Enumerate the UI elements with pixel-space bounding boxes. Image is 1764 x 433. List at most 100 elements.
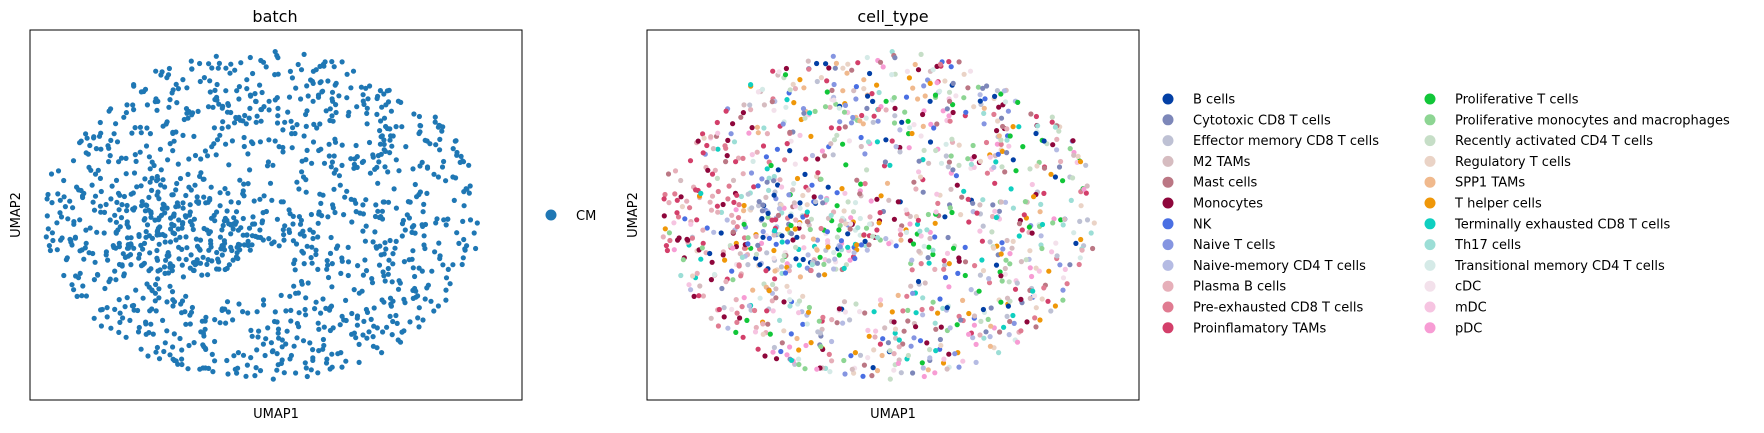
scatter-point xyxy=(329,261,335,267)
scatter-point xyxy=(231,221,237,227)
scatter-point xyxy=(777,317,783,323)
scatter-point xyxy=(946,261,952,267)
scatter-point xyxy=(778,264,785,270)
scatter-point xyxy=(397,339,404,345)
scatter-point xyxy=(715,146,721,152)
scatter-point xyxy=(257,234,264,241)
scatter-point xyxy=(278,292,284,298)
scatter-point xyxy=(937,336,944,343)
scatter-point xyxy=(363,197,369,203)
scatter-point xyxy=(451,197,457,203)
scatter-point xyxy=(792,226,798,232)
scatter-point xyxy=(720,201,726,208)
scatter-point xyxy=(1029,230,1035,236)
scatter-point xyxy=(980,223,986,229)
scatter-point xyxy=(943,141,949,147)
scatter-point xyxy=(108,137,114,143)
scatter-point xyxy=(829,358,835,364)
scatter-point xyxy=(294,179,300,185)
scatter-point xyxy=(148,214,154,220)
scatter-point xyxy=(387,237,393,244)
scatter-point xyxy=(214,249,220,256)
scatter-point xyxy=(863,225,870,231)
scatter-point xyxy=(199,318,205,324)
scatter-point xyxy=(931,125,937,131)
scatter-point xyxy=(198,156,204,162)
scatter-point xyxy=(171,231,178,237)
scatter-point xyxy=(962,259,969,265)
scatter-point xyxy=(116,329,122,335)
legend-label: CM xyxy=(576,209,596,224)
scatter-point xyxy=(834,234,841,240)
scatter-point xyxy=(317,80,323,86)
scatter-point xyxy=(211,212,217,218)
scatter-point xyxy=(220,222,226,229)
scatter-point xyxy=(266,98,272,104)
scatter-point xyxy=(791,200,798,206)
scatter-point xyxy=(841,109,848,115)
scatter-point xyxy=(1033,113,1039,120)
scatter-point xyxy=(908,283,914,289)
scatter-point xyxy=(376,159,382,165)
scatter-point xyxy=(372,229,378,235)
scatter-point xyxy=(227,70,233,76)
x-axis-label: UMAP1 xyxy=(253,407,299,422)
scatter-point xyxy=(770,68,776,74)
scatter-point xyxy=(871,309,877,315)
scatter-point xyxy=(375,208,381,214)
scatter-point xyxy=(800,256,806,263)
scatter-point xyxy=(741,208,747,214)
scatter-point xyxy=(1028,111,1034,117)
scatter-point xyxy=(376,214,382,221)
scatter-point xyxy=(156,356,163,362)
scatter-point xyxy=(337,322,343,328)
scatter-point xyxy=(730,121,736,127)
scatter-point xyxy=(91,207,98,213)
scatter-point xyxy=(167,97,173,103)
scatter-point xyxy=(349,310,355,317)
scatter-point xyxy=(1060,178,1066,184)
scatter-point xyxy=(944,250,951,256)
scatter-point xyxy=(360,98,366,104)
scatter-point xyxy=(849,366,855,372)
scatter-point xyxy=(695,138,701,144)
scatter-point xyxy=(1031,194,1037,200)
scatter-point xyxy=(827,104,833,110)
scatter-point xyxy=(412,181,418,188)
scatter-point xyxy=(772,268,778,274)
scatter-point xyxy=(99,306,105,313)
scatter-point xyxy=(70,158,77,164)
scatter-point xyxy=(977,228,983,234)
scatter-point xyxy=(987,154,993,160)
legend-label: M2 TAMs xyxy=(1193,155,1251,170)
scatter-point xyxy=(771,178,777,184)
scatter-point xyxy=(790,237,796,243)
scatter-point xyxy=(1050,142,1056,148)
scatter-point xyxy=(247,105,253,111)
scatter-point xyxy=(142,216,148,222)
scatter-point xyxy=(329,59,335,65)
scatter-point xyxy=(265,325,271,331)
scatter-point xyxy=(745,262,751,268)
scatter-point xyxy=(754,149,760,155)
scatter-point xyxy=(131,107,137,113)
scatter-point xyxy=(903,94,910,100)
scatter-point xyxy=(1026,224,1032,230)
scatter-point xyxy=(707,250,713,257)
scatter-point xyxy=(466,162,472,168)
plot-frame xyxy=(29,29,523,401)
scatter-point xyxy=(247,247,253,253)
scatter-point xyxy=(870,98,876,104)
scatter-point xyxy=(998,91,1004,97)
scatter-point xyxy=(675,214,682,220)
scatter-point xyxy=(329,284,335,290)
scatter-point xyxy=(179,310,185,316)
scatter-point xyxy=(151,162,157,169)
scatter-point xyxy=(757,262,763,268)
scatter-point xyxy=(839,186,845,192)
scatter-point xyxy=(443,275,450,281)
scatter-point xyxy=(785,226,791,232)
scatter-point xyxy=(944,305,950,311)
scatter-point xyxy=(960,358,966,364)
scatter-point xyxy=(98,323,104,329)
